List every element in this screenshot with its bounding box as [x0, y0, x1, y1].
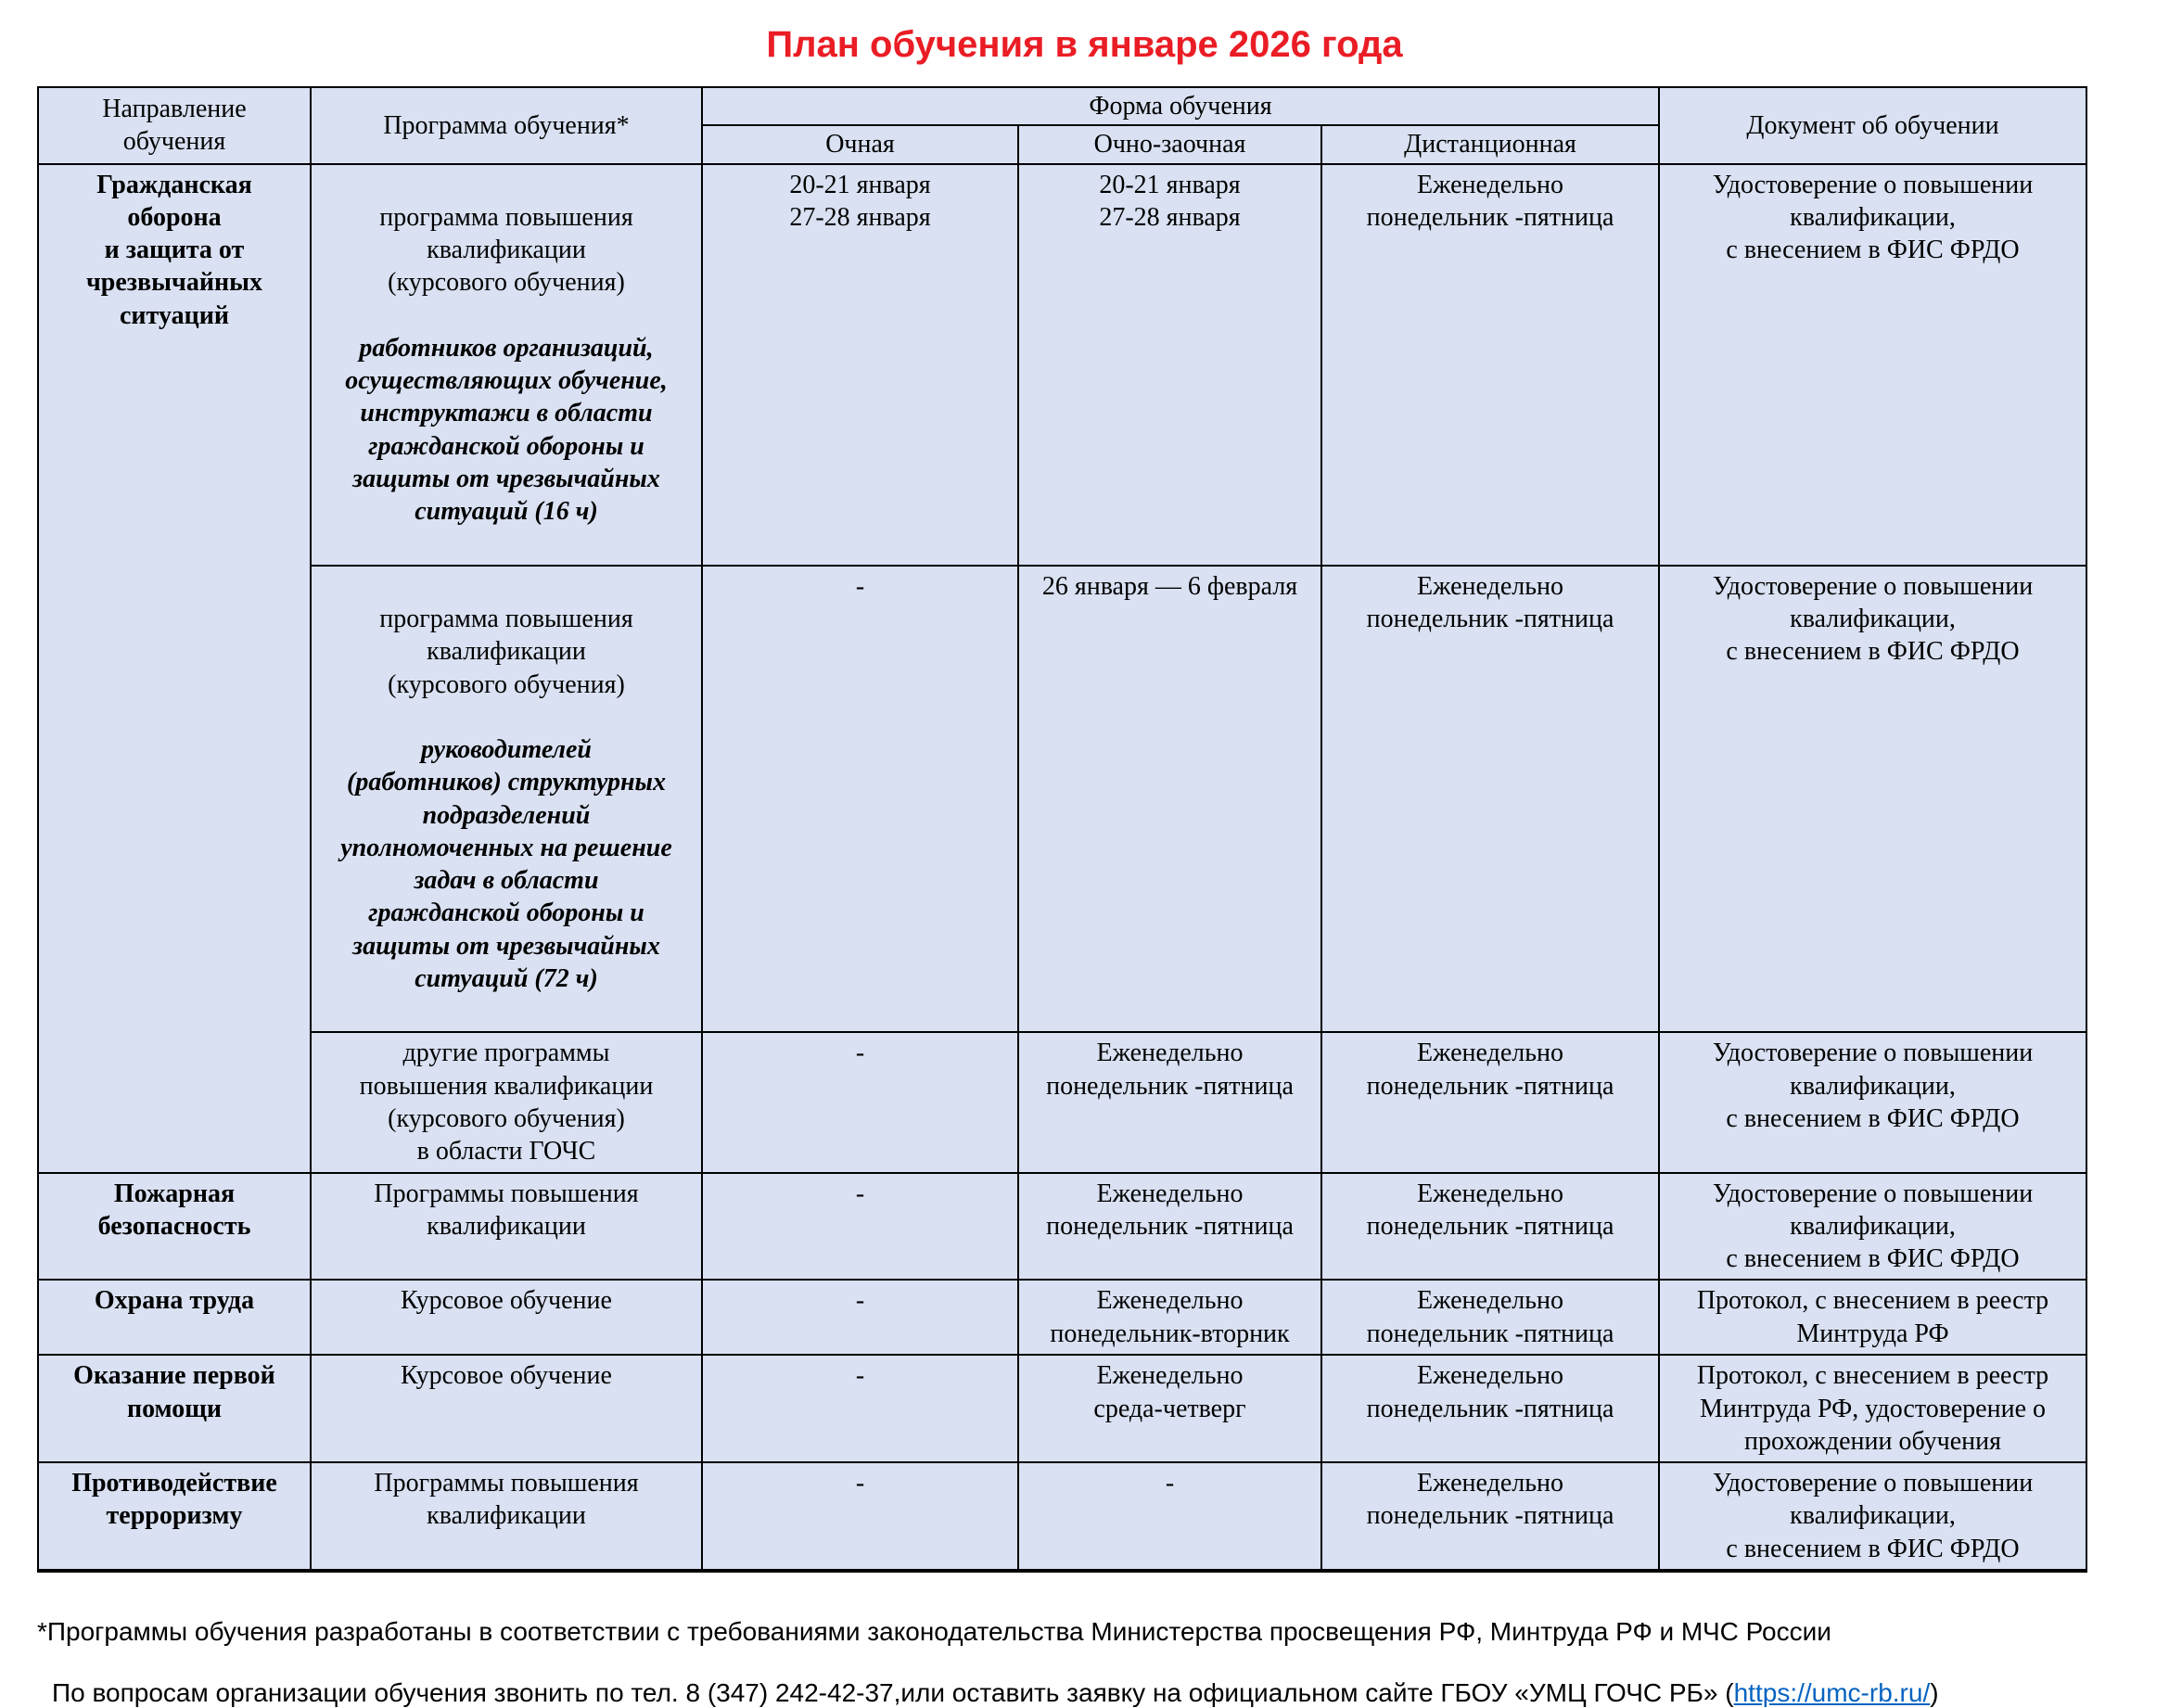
footnote-contact: По вопросам организации обучения звонить…	[52, 1678, 2169, 1708]
cell-program-r4: Программы повышения квалификации	[310, 1171, 703, 1281]
cell-ochno-zaochnaya-r5: Еженедельно понедельник-вторник	[1017, 1279, 1322, 1357]
cell-document-r3: Удостоверение о повышении квалификации, …	[1658, 1031, 2088, 1174]
col-header-distance: Дистанционная	[1320, 124, 1661, 165]
col-header-ochno-zaochnaya: Очно-заочная	[1017, 124, 1322, 165]
cell-distance-r4: Еженедельно понедельник -пятница	[1320, 1171, 1661, 1281]
cell-direction-counter-terrorism: Противодействие терроризму	[37, 1461, 312, 1572]
footnote-contact-text: По вопросам организации обучения звонить…	[52, 1677, 1734, 1707]
col-header-document: Документ об обучении	[1658, 86, 2088, 165]
cell-distance-r6: Еженедельно понедельник -пятница	[1320, 1354, 1661, 1464]
col-header-direction: Направление обучения	[37, 86, 312, 165]
cell-program-r7: Программы повышения квалификации	[310, 1461, 703, 1572]
training-plan-table: Направление обучения Программа обучения*…	[37, 85, 2088, 1573]
col-header-ochnaya: Очная	[701, 124, 1019, 165]
cell-document-r4: Удостоверение о повышении квалификации, …	[1658, 1171, 2088, 1281]
cell-ochnaya-r5: -	[701, 1279, 1019, 1357]
cell-ochno-zaochnaya-r1: 20-21 января 27-28 января	[1017, 162, 1322, 567]
table-row: Гражданская оборона и защита от чрезвыча…	[37, 162, 2088, 1174]
cell-distance-r2: Еженедельно понедельник -пятница	[1320, 564, 1661, 1034]
cell-program-r5: Курсовое обучение	[310, 1279, 703, 1357]
cell-distance-r1: Еженедельно понедельник -пятница	[1320, 162, 1661, 567]
cell-document-r7: Удостоверение о повышении квалификации, …	[1658, 1461, 2088, 1572]
cell-document-r1: Удостоверение о повышении квалификации, …	[1658, 162, 2088, 567]
col-header-program: Программа обучения*	[310, 86, 703, 165]
cell-document-r6: Протокол, с внесением в реестр Минтруда …	[1658, 1354, 2088, 1464]
cell-ochnaya-r4: -	[701, 1171, 1019, 1281]
cell-ochnaya-r1: 20-21 января 27-28 января	[701, 162, 1019, 567]
page: План обучения в январе 2026 года Направл…	[0, 24, 2169, 1708]
cell-ochno-zaochnaya-r2: 26 января — 6 февраля	[1017, 564, 1322, 1034]
umc-site-link[interactable]: https://umc-rb.ru/	[1733, 1677, 1931, 1707]
cell-ochnaya-r7: -	[701, 1461, 1019, 1572]
program-plain-text: программа повышения квалификации (курсов…	[379, 202, 633, 298]
footnote-programs: *Программы обучения разработаны в соотве…	[37, 1616, 1831, 1646]
cell-ochno-zaochnaya-r6: Еженедельно среда-четверг	[1017, 1354, 1322, 1464]
cell-ochno-zaochnaya-r4: Еженедельно понедельник -пятница	[1017, 1171, 1322, 1281]
cell-program-r3: другие программы повышения квалификации …	[310, 1031, 703, 1174]
page-title: План обучения в январе 2026 года	[766, 24, 1403, 65]
cell-document-r2: Удостоверение о повышении квалификации, …	[1658, 564, 2088, 1034]
cell-direction-first-aid: Оказание первой помощи	[37, 1354, 312, 1464]
cell-distance-r5: Еженедельно понедельник -пятница	[1320, 1279, 1661, 1357]
table-row: Противодействие терроризму Программы пов…	[37, 1461, 2088, 1572]
program-plain-text: программа повышения квалификации (курсов…	[379, 604, 633, 699]
cell-direction-gochs: Гражданская оборона и защита от чрезвыча…	[37, 162, 312, 1174]
program-emphasis-text: работников организаций, осуществляющих о…	[345, 333, 668, 527]
table-row: Оказание первой помощи Курсовое обучение…	[37, 1354, 2088, 1464]
cell-ochno-zaochnaya-r7: -	[1017, 1461, 1322, 1572]
cell-ochnaya-r2: -	[701, 564, 1019, 1034]
program-emphasis-text: руководителей (работников) структурных п…	[340, 735, 672, 993]
cell-program-r1: программа повышения квалификации (курсов…	[310, 162, 703, 567]
cell-program-r2: программа повышения квалификации (курсов…	[310, 564, 703, 1034]
cell-distance-r7: Еженедельно понедельник -пятница	[1320, 1461, 1661, 1572]
footnote-contact-closing: )	[1930, 1677, 1939, 1707]
table-row: Охрана труда Курсовое обучение - Еженеде…	[37, 1279, 2088, 1357]
cell-direction-labor-protection: Охрана труда	[37, 1279, 312, 1357]
cell-direction-fire-safety: Пожарная безопасность	[37, 1171, 312, 1281]
cell-ochno-zaochnaya-r3: Еженедельно понедельник -пятница	[1017, 1031, 1322, 1174]
cell-distance-r3: Еженедельно понедельник -пятница	[1320, 1031, 1661, 1174]
table-row: Пожарная безопасность Программы повышени…	[37, 1171, 2088, 1281]
cell-ochnaya-r3: -	[701, 1031, 1019, 1174]
cell-program-r6: Курсовое обучение	[310, 1354, 703, 1464]
col-header-form: Форма обучения	[700, 85, 1661, 127]
cell-document-r5: Протокол, с внесением в реестр Минтруда …	[1658, 1279, 2088, 1357]
table-row: программа повышения квалификации (курсов…	[38, 564, 2088, 1034]
cell-ochnaya-r6: -	[701, 1354, 1019, 1464]
table-row: другие программы повышения квалификации …	[38, 1031, 2088, 1174]
